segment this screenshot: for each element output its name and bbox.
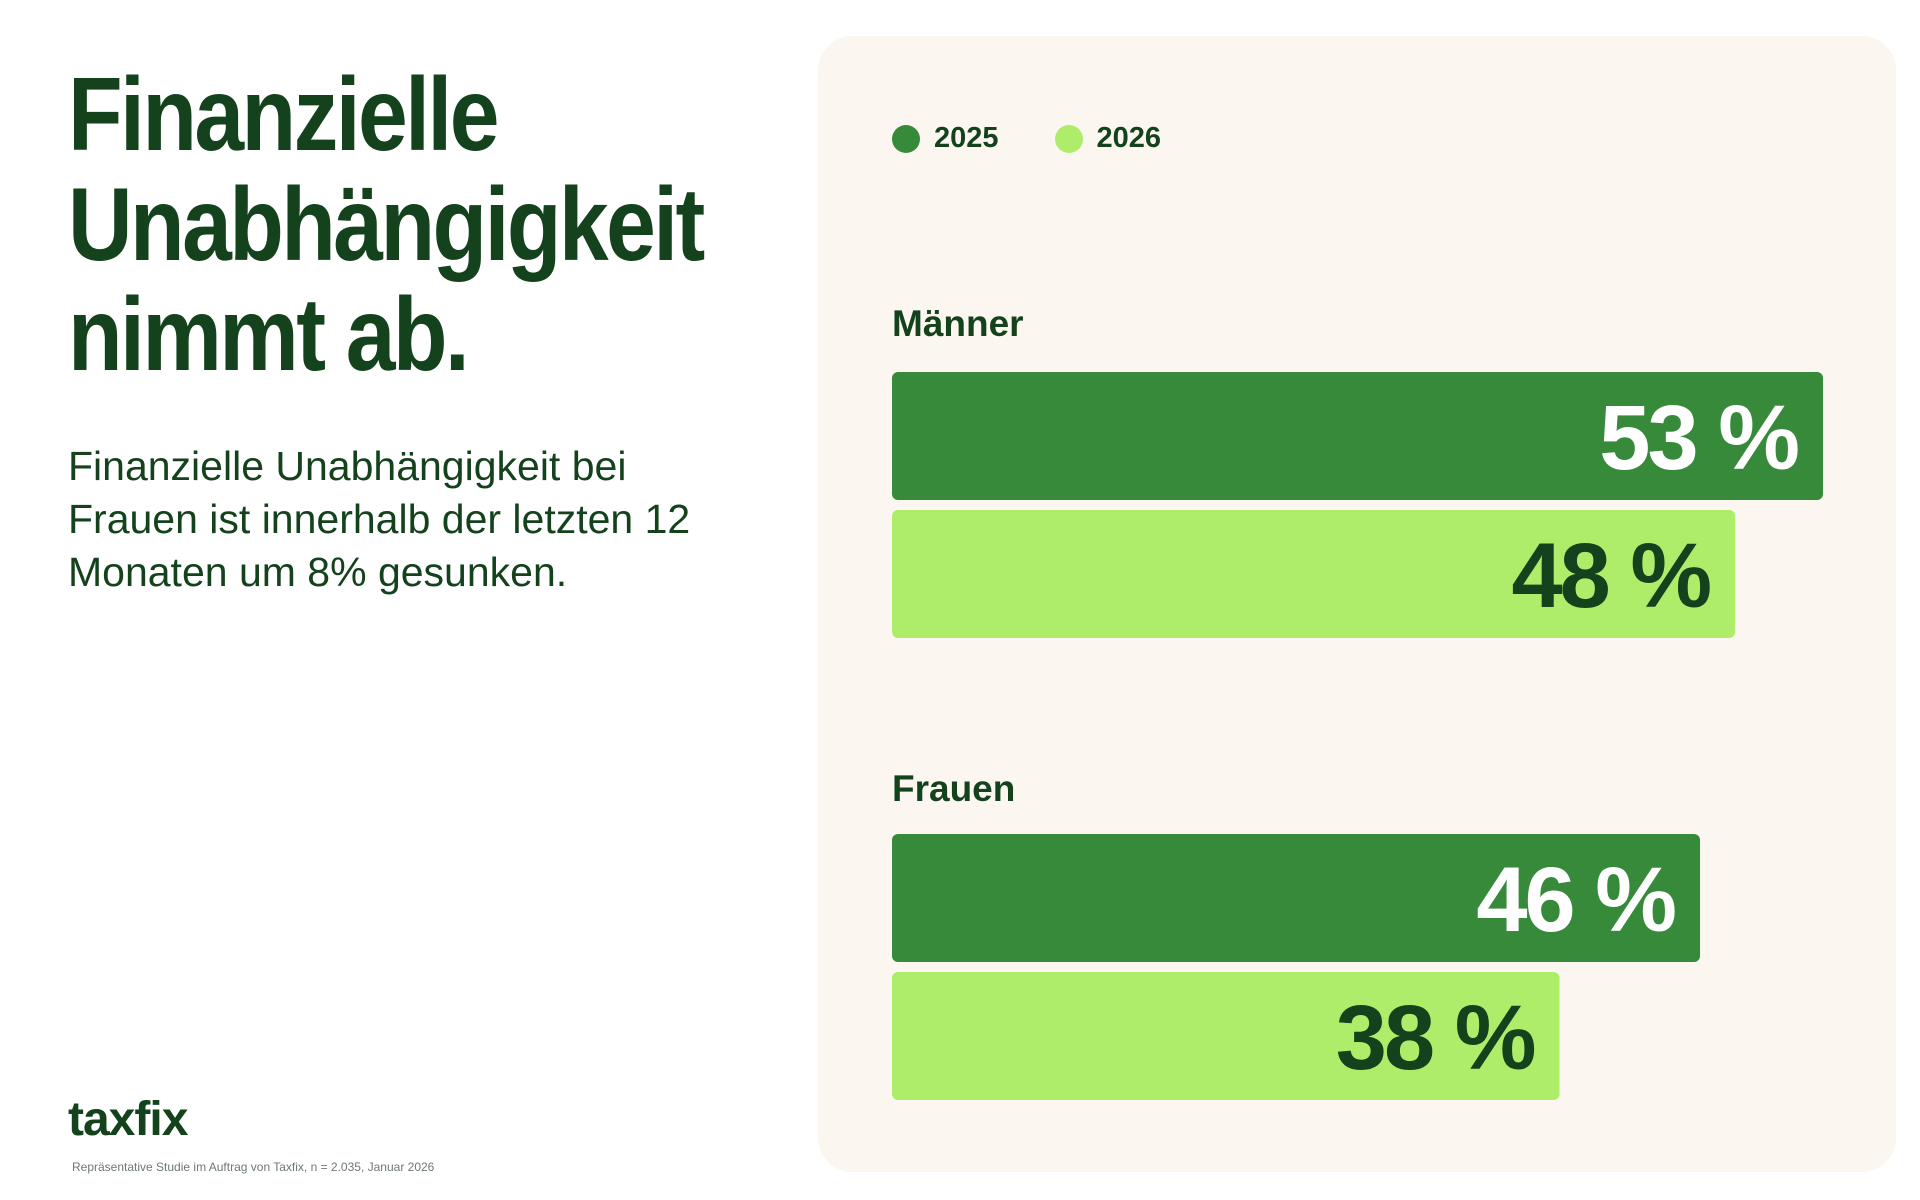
title-line-2: Unabhängigkeit [68, 167, 705, 283]
bar-frauen-2026 [892, 972, 1560, 1100]
chart-legend: 2025 2026 [892, 122, 1217, 155]
bar-maenner-2026 [892, 510, 1736, 638]
legend-swatch-2025 [892, 124, 920, 153]
page-title: Finanzielle Unabhängigkeit nimmt ab. [68, 57, 705, 393]
bar-frauen-2025 [892, 834, 1701, 962]
title-line-1: Finanzielle [68, 57, 499, 173]
bar-label-frauen-2026: 38 % [1336, 987, 1535, 1089]
bar-label-maenner-2025: 53 % [1599, 387, 1798, 489]
legend-label-2026: 2026 [1096, 122, 1162, 154]
legend-label-2025: 2025 [934, 122, 999, 154]
legend-swatch-2026 [1054, 124, 1083, 153]
category-label-frauen: Frauen [892, 768, 1016, 809]
title-line-3: nimmt ab. [68, 277, 470, 393]
bar-maenner-2025 [892, 372, 1823, 500]
bar-label-frauen-2025: 46 % [1476, 849, 1675, 951]
legend-item-2025: 2025 [892, 122, 999, 155]
category-label-maenner: Männer [892, 303, 1024, 344]
taxfix-logo: taxfix [68, 1093, 188, 1146]
bar-label-maenner-2026: 48 % [1511, 525, 1710, 627]
source-footnote: Repräsentative Studie im Auftrag von Tax… [72, 1160, 435, 1174]
subtitle-text: Finanzielle Unabhängigkeit bei Frauen is… [68, 443, 691, 595]
legend-item-2026: 2026 [1054, 122, 1162, 155]
